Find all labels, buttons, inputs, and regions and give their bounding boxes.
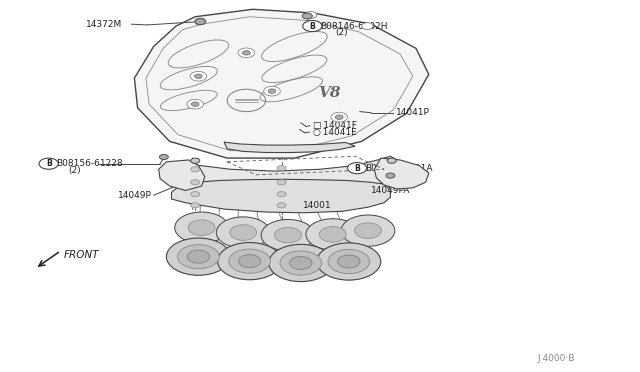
Circle shape <box>195 74 202 78</box>
Circle shape <box>191 203 200 208</box>
Circle shape <box>387 158 396 163</box>
Circle shape <box>317 243 381 280</box>
Circle shape <box>305 12 317 18</box>
Polygon shape <box>172 179 390 213</box>
Text: B: B <box>310 22 315 31</box>
Circle shape <box>191 102 199 106</box>
Circle shape <box>188 250 210 263</box>
Circle shape <box>191 158 200 163</box>
Circle shape <box>306 12 316 18</box>
Circle shape <box>218 243 282 280</box>
Circle shape <box>239 254 261 268</box>
Circle shape <box>277 180 286 185</box>
Circle shape <box>289 257 312 269</box>
Circle shape <box>348 163 367 174</box>
Circle shape <box>277 203 286 208</box>
Circle shape <box>39 158 58 169</box>
Circle shape <box>230 225 257 240</box>
Circle shape <box>302 13 312 19</box>
Polygon shape <box>134 9 429 158</box>
Text: 14372M: 14372M <box>86 20 123 29</box>
Circle shape <box>175 212 228 243</box>
Circle shape <box>191 180 200 185</box>
Circle shape <box>261 219 315 251</box>
Circle shape <box>303 20 322 32</box>
Circle shape <box>331 112 348 122</box>
Circle shape <box>159 154 168 160</box>
Circle shape <box>306 219 360 250</box>
Circle shape <box>195 19 205 25</box>
Text: 14049PA: 14049PA <box>371 186 410 195</box>
Circle shape <box>191 167 200 172</box>
Polygon shape <box>178 156 397 201</box>
Text: □ 14041F: □ 14041F <box>313 121 357 130</box>
Text: (2): (2) <box>68 166 81 175</box>
Circle shape <box>178 245 220 269</box>
Circle shape <box>338 255 360 268</box>
Circle shape <box>216 217 270 248</box>
Circle shape <box>191 192 200 197</box>
Text: (2): (2) <box>335 28 348 37</box>
Polygon shape <box>374 158 429 189</box>
Text: 14001: 14001 <box>303 201 332 210</box>
Text: B: B <box>46 159 51 168</box>
Circle shape <box>280 251 321 275</box>
Circle shape <box>275 227 301 243</box>
Circle shape <box>319 227 346 242</box>
Circle shape <box>238 48 255 58</box>
Text: B081B8-6121A: B081B8-6121A <box>365 164 432 173</box>
Text: V8: V8 <box>318 86 341 100</box>
Text: 14049P: 14049P <box>118 191 152 200</box>
Circle shape <box>362 23 372 29</box>
Circle shape <box>268 89 276 93</box>
Circle shape <box>188 220 215 235</box>
Circle shape <box>386 173 395 178</box>
Circle shape <box>269 244 333 282</box>
Polygon shape <box>159 160 205 190</box>
Circle shape <box>195 19 205 25</box>
Circle shape <box>362 23 373 29</box>
Circle shape <box>229 249 271 273</box>
Text: B08156-61228: B08156-61228 <box>56 159 123 168</box>
Text: ○ 14041E: ○ 14041E <box>313 128 356 137</box>
Circle shape <box>264 86 280 96</box>
Text: B08146-6202H: B08146-6202H <box>320 22 387 31</box>
Circle shape <box>277 166 286 171</box>
Text: J 4000·B: J 4000·B <box>538 355 575 363</box>
Circle shape <box>341 215 395 246</box>
Circle shape <box>277 192 286 197</box>
Text: 14041P: 14041P <box>396 108 429 117</box>
Circle shape <box>335 115 343 119</box>
Polygon shape <box>224 142 355 153</box>
Circle shape <box>355 223 381 238</box>
Text: (3): (3) <box>379 170 392 179</box>
Circle shape <box>328 249 370 274</box>
Text: B: B <box>355 164 360 173</box>
Circle shape <box>187 99 204 109</box>
Circle shape <box>190 71 207 81</box>
Circle shape <box>243 51 250 55</box>
Circle shape <box>195 18 206 25</box>
Circle shape <box>166 238 230 275</box>
Text: FRONT: FRONT <box>64 250 99 260</box>
